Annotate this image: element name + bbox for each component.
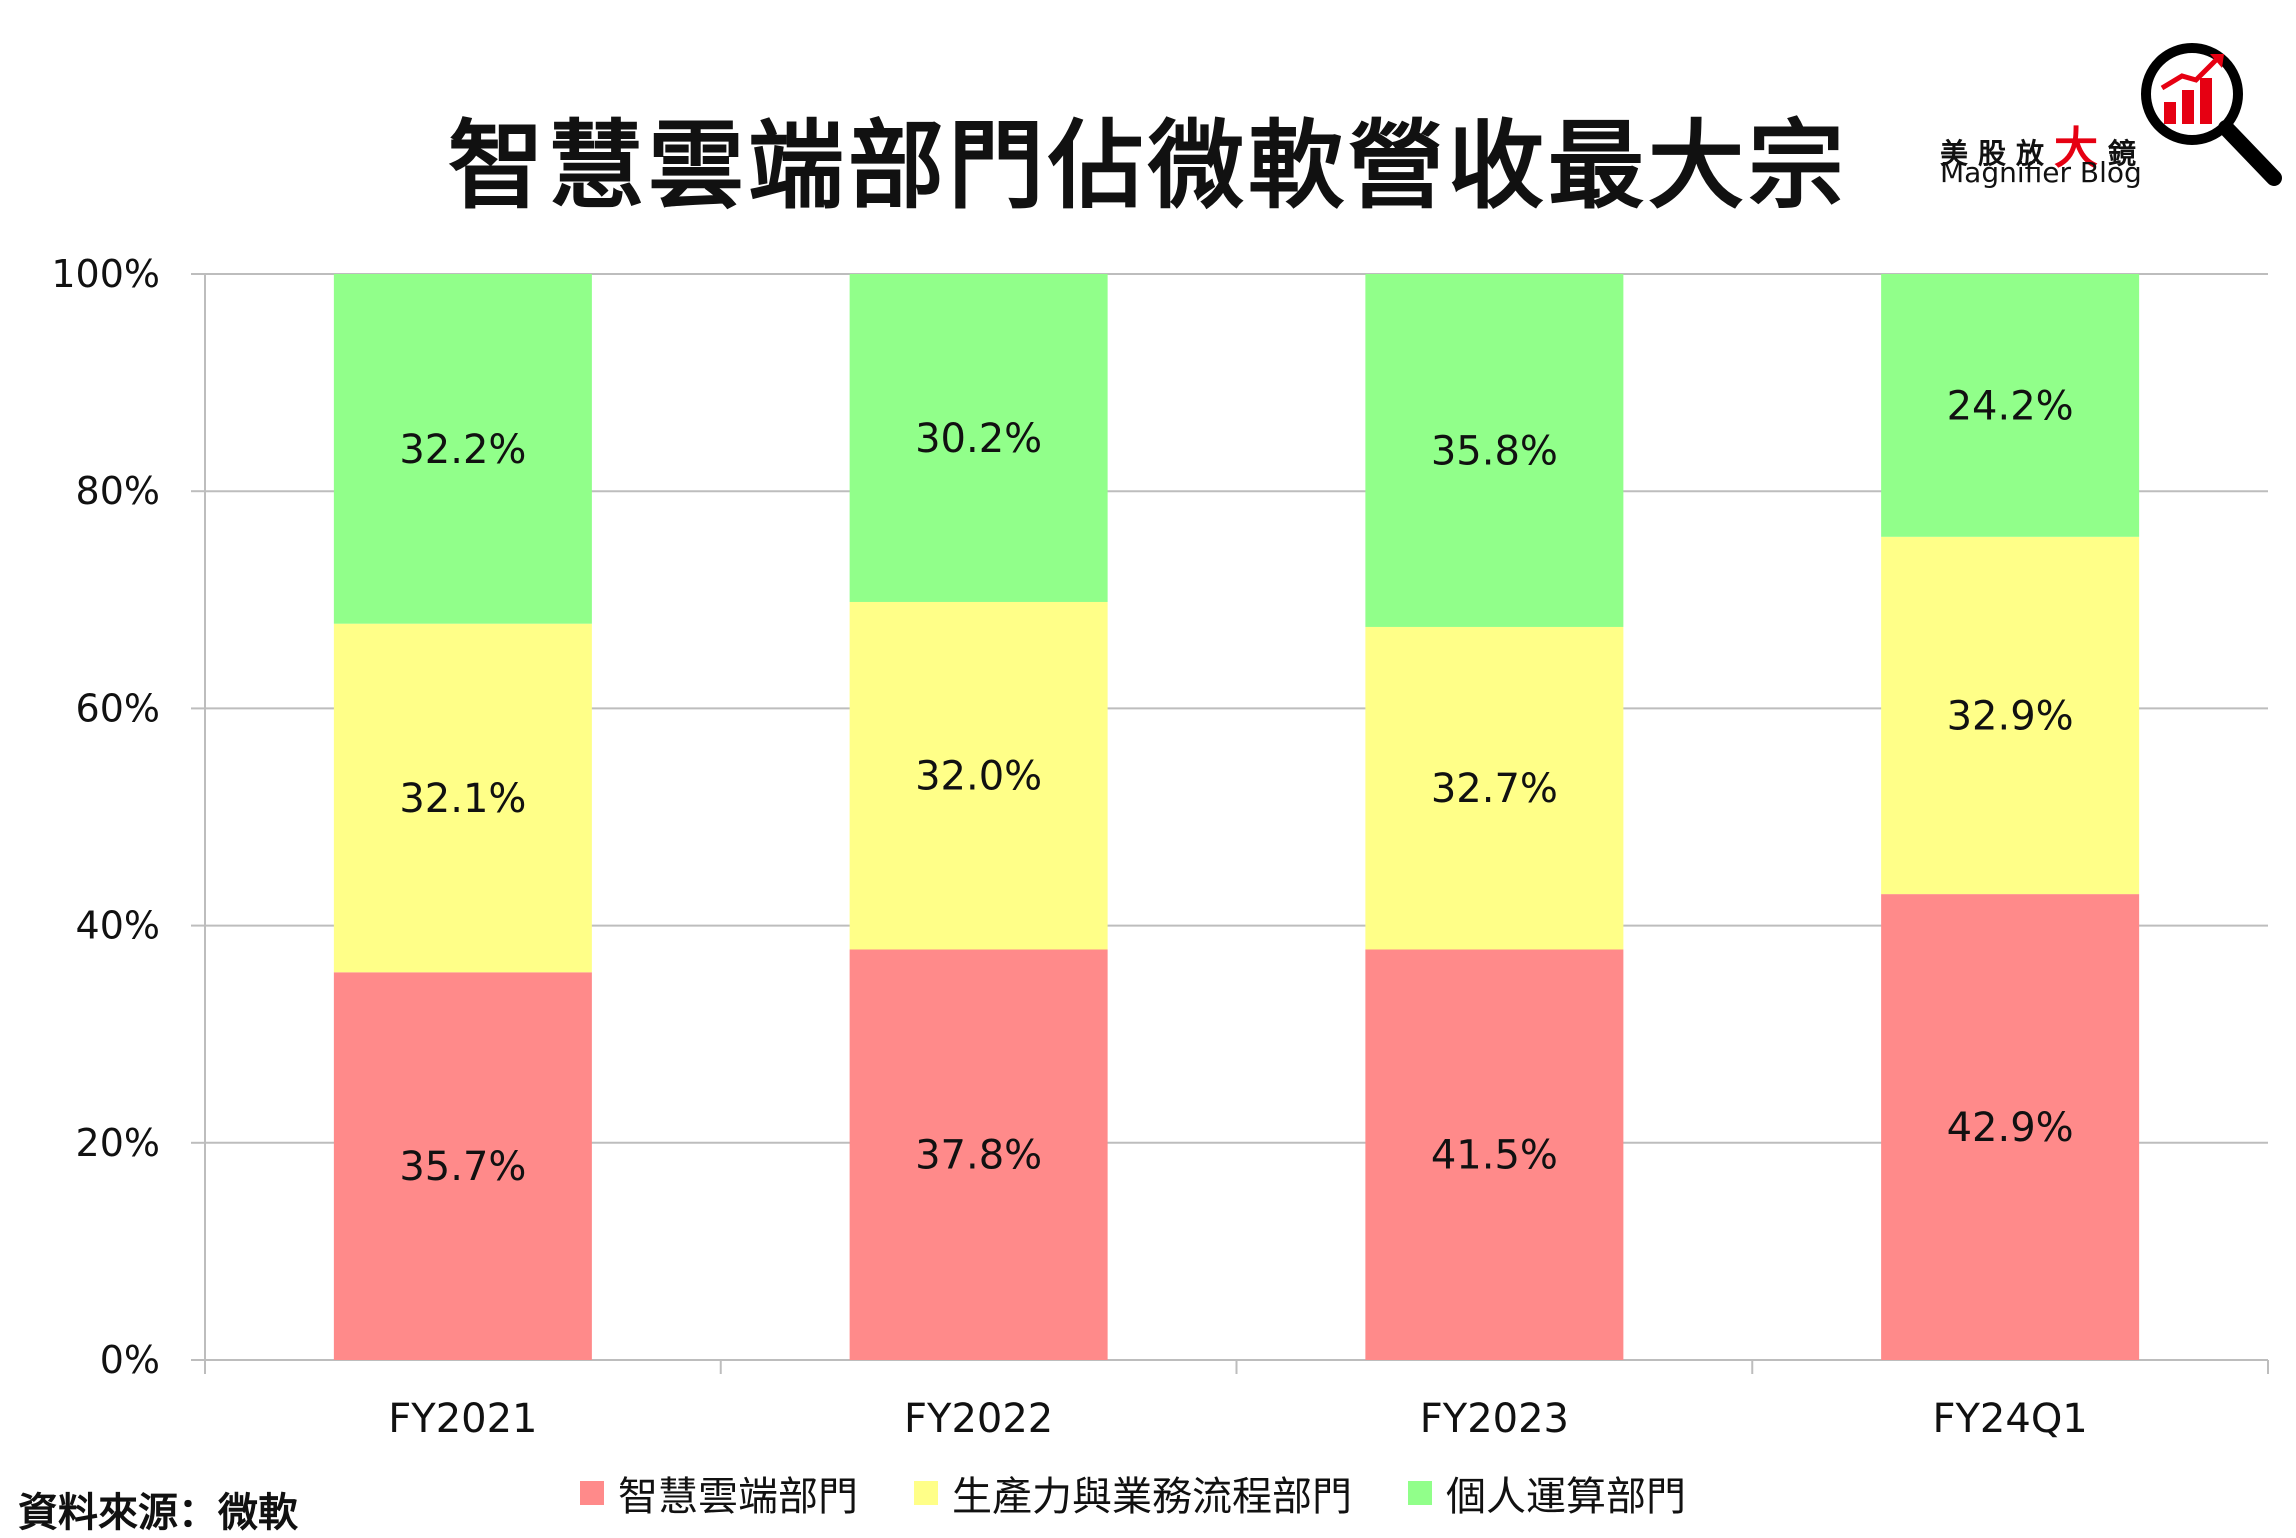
x-category-label: FY2022 [904, 1396, 1053, 1442]
bar-segment-personal [1881, 274, 2140, 537]
legend-swatch-personal [1408, 1481, 1432, 1505]
legend-swatch-productivity [914, 1481, 938, 1505]
logo-cn-prefix: 美股放 [1940, 137, 2055, 170]
brand-logo: 美股放大鏡 Magnifier Blog [1940, 36, 2290, 196]
y-tick-label: 60% [76, 686, 160, 730]
y-tick-label: 80% [76, 469, 160, 513]
magnifier-chart-icon [2141, 43, 2282, 186]
data-label-personal: 35.8% [1431, 428, 1558, 474]
bar-segment-cloud [1365, 949, 1624, 1360]
logo-english-name: Magnifier Blog [1940, 156, 2142, 189]
bar-segment-productivity [1881, 536, 2140, 895]
y-tick-label: 0% [100, 1338, 160, 1382]
x-category-label: FY2023 [1420, 1396, 1569, 1442]
legend-item-cloud: 智慧雲端部門 [580, 1464, 858, 1522]
bar-segment-personal [1365, 274, 1624, 627]
legend-item-productivity: 生產力與業務流程部門 [914, 1464, 1352, 1522]
data-label-productivity: 32.0% [915, 754, 1042, 800]
data-label-productivity: 32.7% [1431, 766, 1558, 812]
legend-swatch-cloud [580, 1481, 604, 1505]
bar-segment-personal [849, 274, 1108, 602]
data-label-personal: 30.2% [915, 416, 1042, 462]
logo-cn-suffix: 鏡 [2108, 137, 2147, 170]
legend-item-personal: 個人運算部門 [1408, 1464, 1686, 1522]
bar-segment-productivity [849, 601, 1108, 950]
data-label-productivity: 32.9% [1947, 693, 2074, 739]
data-label-cloud: 41.5% [1431, 1133, 1558, 1179]
data-label-cloud: 42.9% [1947, 1105, 2074, 1151]
y-tick-label: 40% [76, 904, 160, 948]
bar-segment-productivity [1365, 626, 1624, 950]
y-tick-label: 100% [51, 252, 160, 296]
bar-segment-productivity [333, 623, 592, 973]
data-label-productivity: 32.1% [399, 776, 526, 822]
bar-segment-personal [333, 274, 592, 624]
data-label-cloud: 37.8% [915, 1133, 1042, 1179]
chart-legend: 智慧雲端部門 生產力與業務流程部門 個人運算部門 [580, 1465, 1742, 1521]
x-category-label: FY24Q1 [1932, 1396, 2087, 1442]
logo-cn-big: 大 [2054, 123, 2109, 174]
data-label-cloud: 35.7% [399, 1144, 526, 1190]
bar-segment-cloud [849, 949, 1108, 1360]
bar-segment-cloud [333, 972, 592, 1360]
x-category-label: FY2021 [388, 1396, 537, 1442]
data-source-note: 資料來源：微軟 [18, 1490, 298, 1536]
bar-segment-cloud [1881, 894, 2140, 1360]
y-tick-label: 20% [76, 1121, 160, 1165]
legend-label-productivity: 生產力與業務流程部門 [952, 1474, 1352, 1520]
data-label-personal: 24.2% [1947, 383, 2074, 429]
legend-label-personal: 個人運算部門 [1446, 1474, 1686, 1520]
logo-chinese-name: 美股放大鏡 [1940, 112, 2146, 176]
data-label-personal: 32.2% [399, 427, 526, 473]
chart-title: 智慧雲端部門佔微軟營收最大宗 [448, 110, 1848, 222]
legend-label-cloud: 智慧雲端部門 [618, 1474, 858, 1520]
